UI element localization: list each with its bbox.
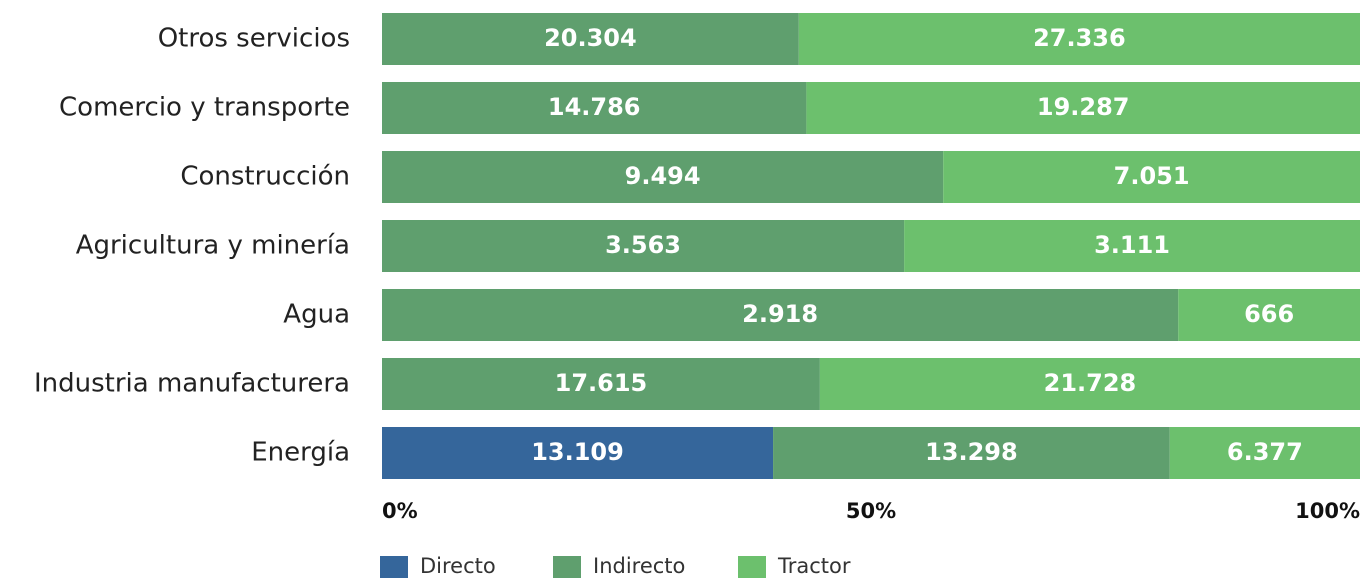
- value-label: 6.377: [1227, 438, 1303, 466]
- bar-segment: [1169, 427, 1360, 479]
- value-label: 20.304: [544, 24, 637, 52]
- category-label: Energía: [251, 438, 350, 468]
- value-label: 13.298: [925, 438, 1018, 466]
- legend-label: Indirecto: [593, 554, 685, 578]
- category-label: Comercio y transporte: [59, 93, 350, 123]
- x-tick-label: 100%: [1295, 499, 1360, 523]
- value-label: 27.336: [1033, 24, 1126, 52]
- bar-segment: [382, 427, 774, 479]
- bar-segment: [382, 151, 944, 203]
- bar-segment: [1178, 289, 1360, 341]
- x-tick-label: 0%: [382, 499, 418, 523]
- bar-segment: [382, 13, 799, 65]
- bar-segment: [382, 358, 820, 410]
- value-label: 9.494: [625, 162, 701, 190]
- bar-segment: [806, 82, 1360, 134]
- legend-label: Directo: [420, 554, 496, 578]
- category-label: Industria manufacturera: [34, 369, 350, 399]
- bar-segment: [819, 358, 1360, 410]
- legend-swatch: [380, 556, 408, 578]
- bar-segment: [943, 151, 1360, 203]
- category-label: Construcción: [180, 162, 350, 192]
- bar-segment: [382, 220, 905, 272]
- bar-segment: [798, 13, 1360, 65]
- value-label: 2.918: [742, 300, 818, 328]
- legend-label: Tractor: [777, 554, 851, 578]
- value-label: 21.728: [1044, 369, 1137, 397]
- bar-segment: [904, 220, 1360, 272]
- value-label: 19.287: [1037, 93, 1130, 121]
- category-label: Agricultura y minería: [76, 231, 350, 261]
- bar-segment: [773, 427, 1170, 479]
- category-label: Otros servicios: [158, 24, 350, 54]
- value-label: 666: [1244, 300, 1294, 328]
- value-label: 3.111: [1094, 231, 1170, 259]
- value-label: 7.051: [1114, 162, 1190, 190]
- bar-segment: [382, 289, 1179, 341]
- value-label: 3.563: [605, 231, 681, 259]
- value-label: 13.109: [531, 438, 624, 466]
- value-label: 14.786: [548, 93, 641, 121]
- legend-swatch: [738, 556, 766, 578]
- x-tick-label: 50%: [846, 499, 896, 523]
- category-label: Agua: [283, 300, 350, 330]
- bar-segment: [382, 82, 807, 134]
- legend-swatch: [553, 556, 581, 578]
- value-label: 17.615: [555, 369, 648, 397]
